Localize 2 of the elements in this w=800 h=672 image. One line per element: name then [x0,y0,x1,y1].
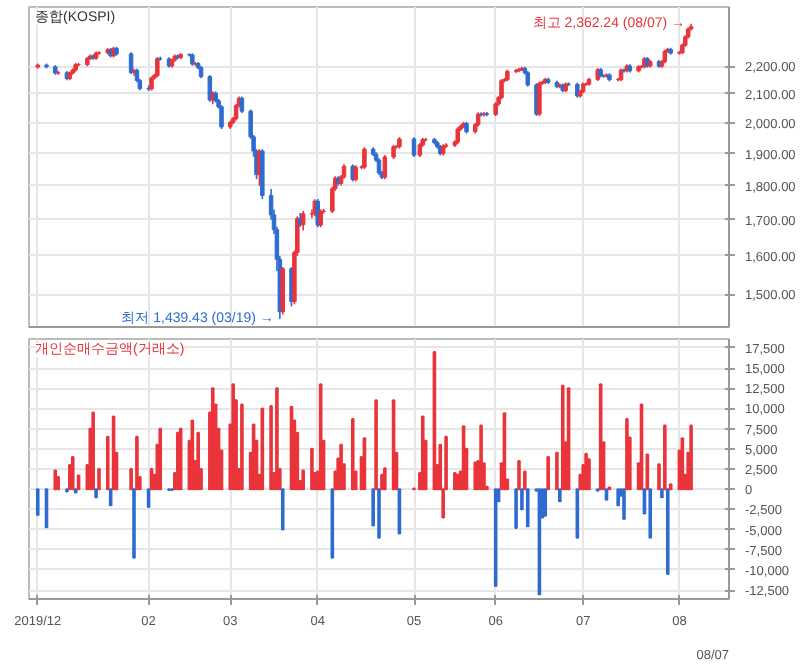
candlestick [260,148,265,200]
candlestick [411,136,417,158]
